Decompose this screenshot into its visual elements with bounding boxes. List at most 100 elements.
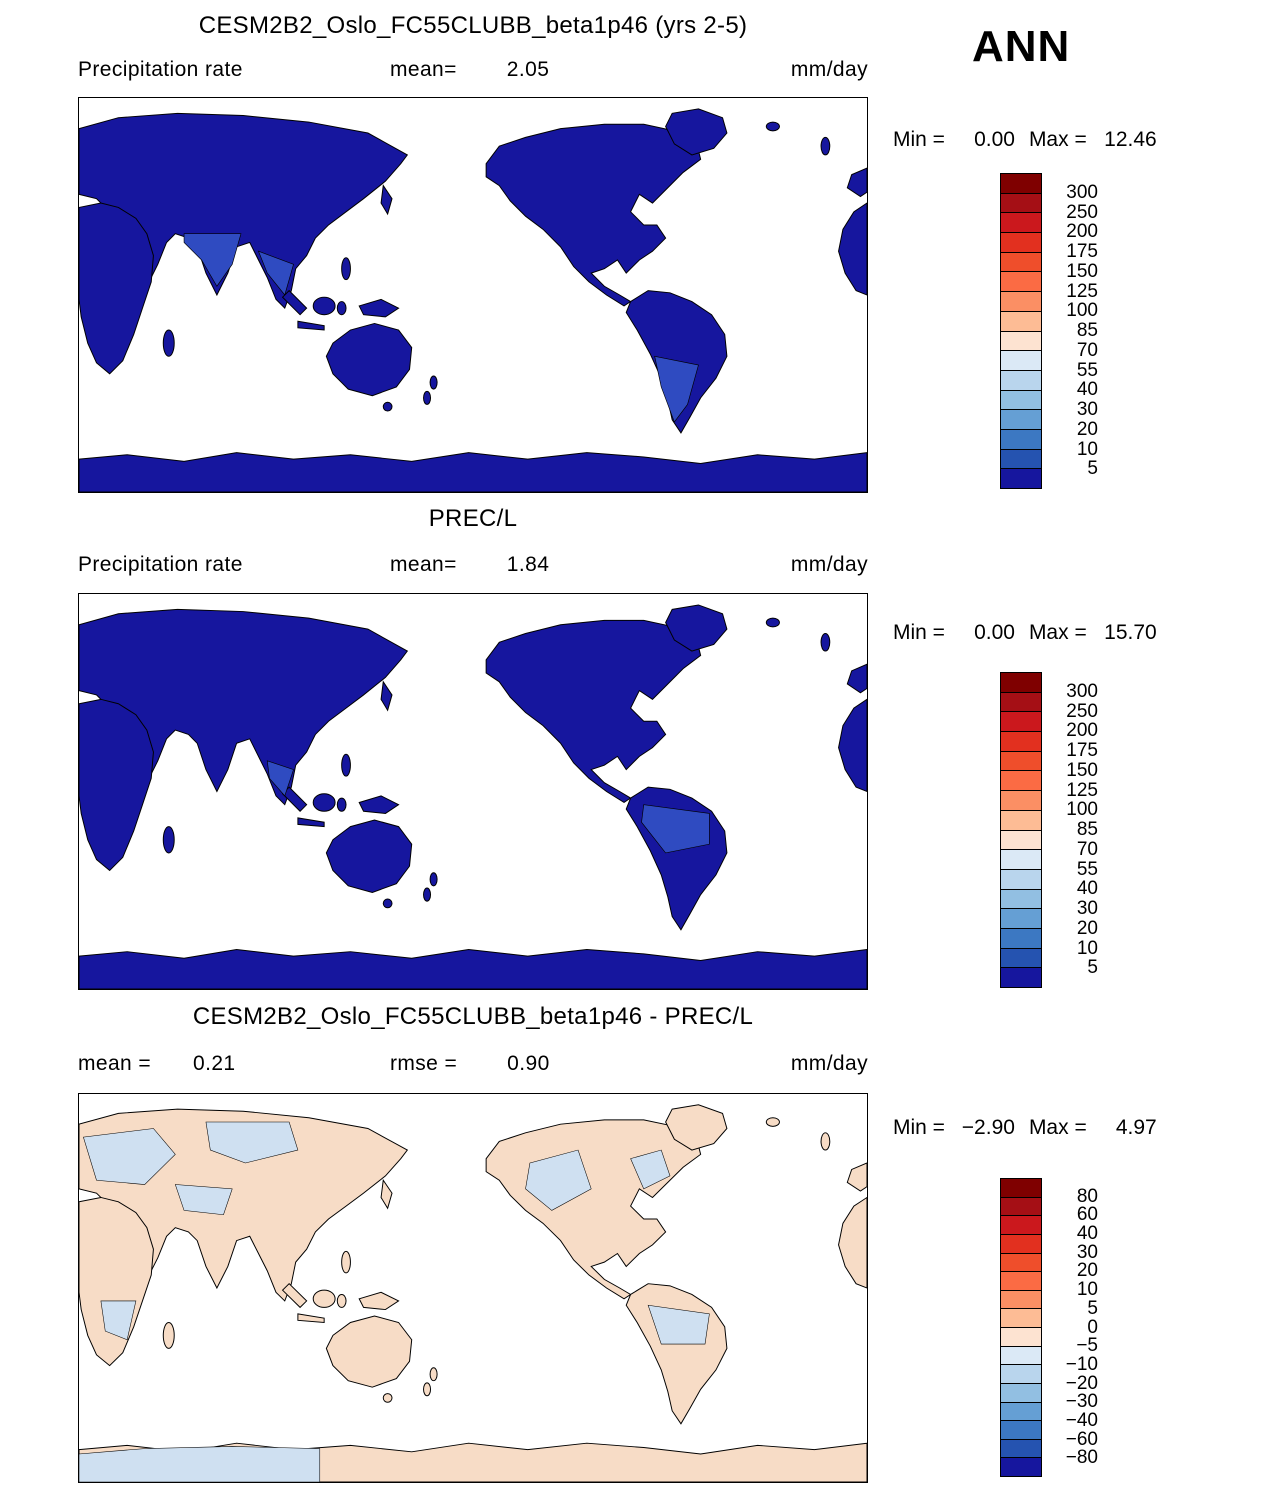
colorbar-cell	[1001, 790, 1041, 810]
panel1-min-value: 0.00	[974, 128, 1015, 151]
colorbar-cell	[1001, 1308, 1041, 1327]
colorbar-tick-label: 150	[1066, 759, 1098, 781]
colorbar-cell	[1001, 350, 1041, 370]
colorbar-tick-label: 40	[1076, 878, 1098, 900]
colorbar-tick-label: −20	[1065, 1372, 1098, 1394]
colorbar-tick-label: −80	[1065, 1447, 1098, 1469]
colorbar-tick-label: 200	[1066, 720, 1098, 742]
panel1-colorbar-cells	[1000, 173, 1042, 489]
panel3-colorbar: 80 60 40 30 20 10 5 0 −5 −10 −20 −30 −40 −60 −80	[1000, 1178, 1098, 1477]
colorbar-cell	[1001, 174, 1041, 193]
colorbar-tick-label: −40	[1065, 1409, 1098, 1431]
colorbar-tick-label: 250	[1066, 201, 1098, 223]
panel1-header-row: Precipitation rate mean= 2.05 mm/day	[78, 58, 868, 84]
colorbar-tick-label: 55	[1076, 858, 1098, 880]
colorbar-cell	[1001, 1289, 1041, 1309]
colorbar-cell	[1001, 1382, 1041, 1402]
colorbar-cell	[1001, 967, 1041, 987]
colorbar-tick-label: 5	[1087, 458, 1098, 480]
colorbar-cell	[1001, 947, 1041, 968]
colorbar-cell	[1001, 829, 1041, 850]
colorbar-tick-label: 60	[1076, 1204, 1098, 1226]
panel1-units: mm/day	[790, 58, 868, 81]
colorbar-cell	[1001, 673, 1041, 692]
panel3-mean-value: 0.21	[193, 1052, 236, 1075]
colorbar-cell	[1001, 1457, 1041, 1476]
colorbar-cell	[1001, 691, 1041, 712]
panel2-colorbar-labels: 300 250 200 175 150 125 100 85 70 55 40 30 20 10 5	[1052, 672, 1098, 988]
colorbar-cell	[1001, 448, 1041, 469]
colorbar-tick-label: −10	[1065, 1353, 1098, 1375]
colorbar-tick-label: 5	[1087, 1297, 1098, 1319]
colorbar-cell	[1001, 1420, 1041, 1439]
panel3-min-value: −2.90	[961, 1116, 1015, 1139]
colorbar-tick-label: 100	[1066, 799, 1098, 821]
panel2-units: mm/day	[790, 553, 868, 576]
panel2-colorbar-cells	[1000, 672, 1042, 988]
colorbar-tick-label: 150	[1066, 260, 1098, 282]
colorbar-tick-label: 10	[1076, 438, 1098, 460]
colorbar-cell	[1001, 1215, 1041, 1234]
panel1-max-value: 12.46	[1104, 128, 1157, 151]
colorbar-tick-label: 70	[1076, 838, 1098, 860]
colorbar-tick-label: −60	[1065, 1428, 1098, 1450]
panel2-min-label: Min =	[893, 621, 945, 644]
colorbar-tick-label: 30	[1076, 1241, 1098, 1263]
colorbar-cell	[1001, 192, 1041, 213]
colorbar-tick-label: 0	[1087, 1316, 1098, 1338]
colorbar-tick-label: 40	[1076, 379, 1098, 401]
colorbar-tick-label: 40	[1076, 1223, 1098, 1245]
panel2-mean-value: 1.84	[506, 553, 550, 576]
colorbar-cell	[1001, 428, 1041, 449]
panel3-title: CESM2B2_Oslo_FC55CLUBB_beta1p46 - PREC/L	[192, 1003, 754, 1030]
colorbar-cell	[1001, 1196, 1041, 1216]
colorbar-cell	[1001, 389, 1041, 410]
colorbar-tick-label: 300	[1066, 680, 1098, 702]
colorbar-cell	[1001, 232, 1041, 252]
panel2-header-row: Precipitation rate mean= 1.84 mm/day	[78, 553, 868, 579]
colorbar-cell	[1001, 409, 1041, 429]
panel2-max-label: Max =	[1028, 621, 1087, 644]
panel2-mean-label: mean=	[390, 553, 457, 576]
colorbar-cell	[1001, 1233, 1041, 1253]
panel1-world-map	[79, 107, 867, 492]
colorbar-cell	[1001, 908, 1041, 928]
panel3-rmse: rmse = 0.90	[390, 1052, 550, 1076]
colorbar-cell	[1001, 770, 1041, 791]
panel3-max-value: 4.97	[1115, 1116, 1157, 1139]
colorbar-tick-label: 175	[1066, 241, 1098, 262]
colorbar-tick-label: 125	[1066, 280, 1098, 302]
panel2-mean: mean= 1.84	[390, 553, 549, 577]
colorbar-tick-label: −5	[1076, 1335, 1098, 1357]
colorbar-cell	[1001, 468, 1041, 488]
colorbar-cell	[1001, 310, 1041, 331]
colorbar-tick-label: 80	[1076, 1185, 1098, 1207]
colorbar-tick-label: 5	[1087, 957, 1098, 979]
colorbar-tick-label: 200	[1066, 221, 1098, 243]
colorbar-cell	[1001, 750, 1041, 771]
colorbar-cell	[1001, 1401, 1041, 1421]
colorbar-cell	[1001, 927, 1041, 948]
panel1-colorbar: 300 250 200 175 150 125 100 85 70 55 40 30 20 10 5	[1000, 173, 1098, 489]
colorbar-cell	[1001, 369, 1041, 390]
colorbar-tick-label: −30	[1065, 1391, 1098, 1413]
panel3-min-label: Min =	[893, 1116, 945, 1139]
colorbar-cell	[1001, 1179, 1041, 1197]
panel2-minmax: Min = 0.00 Max = 15.70	[893, 621, 1157, 645]
colorbar-cell	[1001, 212, 1041, 233]
colorbar-cell	[1001, 888, 1041, 909]
colorbar-cell	[1001, 1252, 1041, 1272]
panel2-map	[78, 593, 868, 990]
colorbar-tick-label: 10	[1076, 937, 1098, 959]
colorbar-cell	[1001, 251, 1041, 272]
colorbar-cell	[1001, 711, 1041, 732]
panel1-variable-label: Precipitation rate	[78, 58, 243, 81]
panel1-map	[78, 97, 868, 493]
colorbar-tick-label: 300	[1066, 181, 1098, 203]
panel3-map	[78, 1093, 868, 1483]
panel3-colorbar-labels: 80 60 40 30 20 10 5 0 −5 −10 −20 −30 −40 −60 −80	[1052, 1178, 1098, 1477]
colorbar-tick-label: 125	[1066, 779, 1098, 801]
colorbar-cell	[1001, 731, 1041, 751]
panel2-max-value: 15.70	[1104, 621, 1157, 644]
panel3-max-label: Max =	[1028, 1116, 1087, 1139]
